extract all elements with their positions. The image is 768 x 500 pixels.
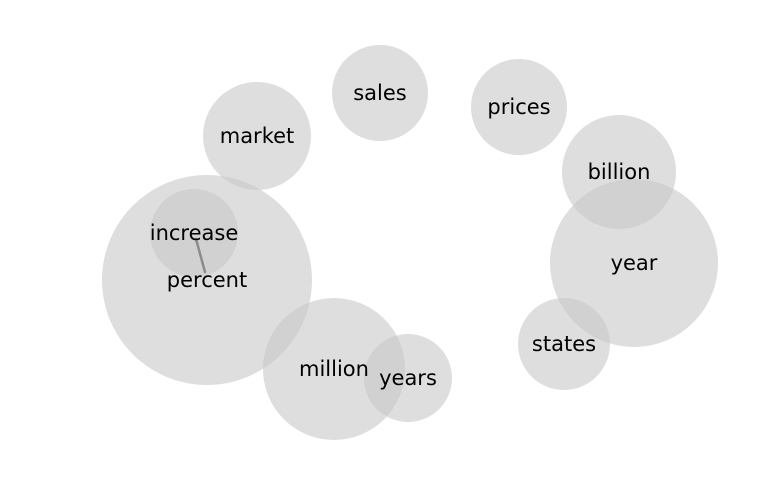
- label-million: million: [299, 357, 369, 381]
- bubble-million: [263, 298, 405, 440]
- bubble-prices: [471, 59, 567, 155]
- bubble-states: [518, 298, 610, 390]
- link-increase-percent: [194, 237, 207, 274]
- label-percent: percent: [167, 268, 247, 292]
- bubbles-layer: [102, 45, 718, 440]
- label-billion: billion: [588, 160, 651, 184]
- bubble-increase: [150, 189, 238, 277]
- links-layer: [194, 237, 207, 274]
- label-prices: prices: [487, 95, 550, 119]
- bubble-year: [550, 179, 718, 347]
- labels-layer: percent increase market sales prices billion y…: [150, 81, 658, 390]
- label-years: years: [379, 366, 437, 390]
- label-market: market: [220, 124, 295, 148]
- bubble-market: [203, 82, 311, 190]
- bubble-years: [364, 334, 452, 422]
- label-increase: increase: [150, 221, 239, 245]
- label-states: states: [532, 332, 596, 356]
- label-year: year: [611, 251, 658, 275]
- bubble-sales: [332, 45, 428, 141]
- label-sales: sales: [353, 81, 407, 105]
